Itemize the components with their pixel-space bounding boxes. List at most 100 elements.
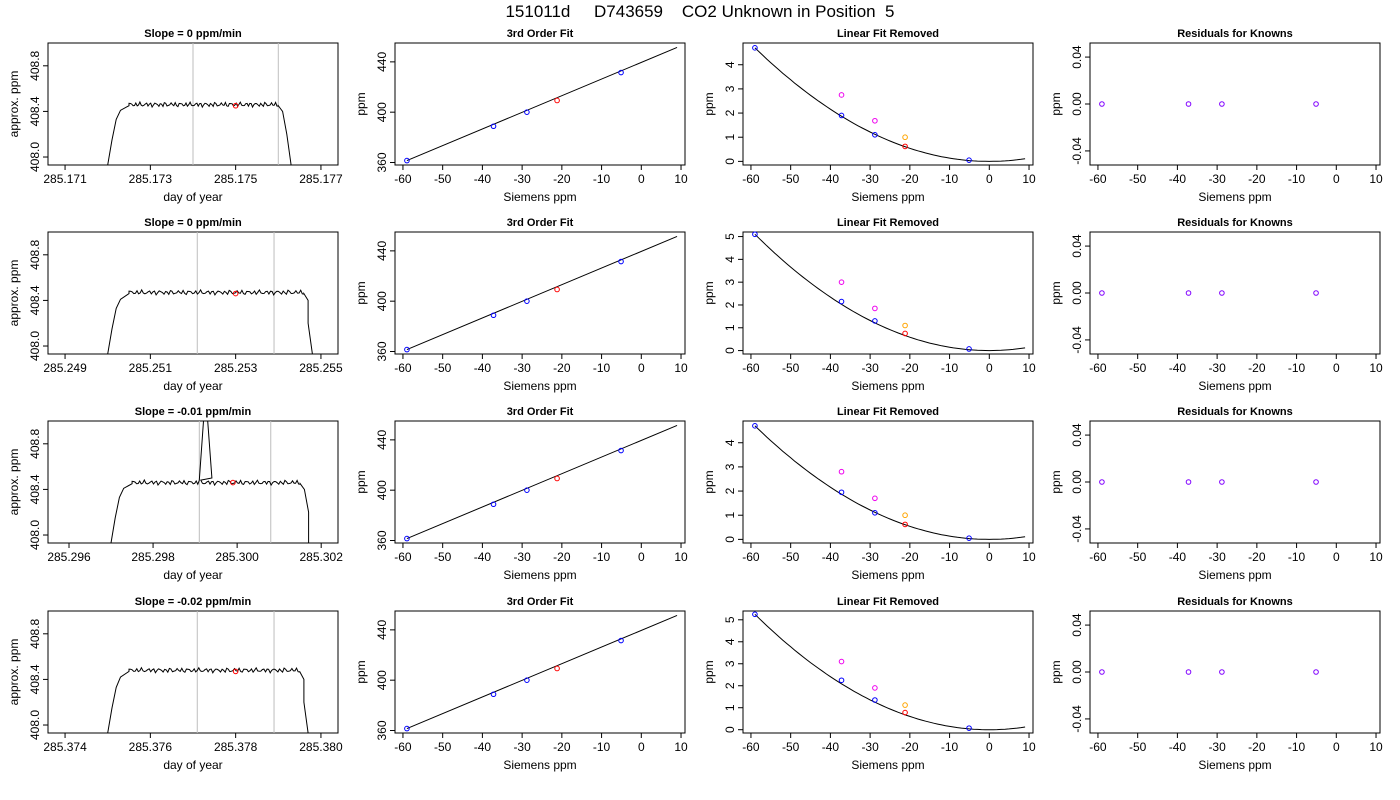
- row4-panel3-orange-point: [902, 702, 908, 708]
- row4-panel1-trace-line: [107, 666, 309, 733]
- row2-panel3-fit-curve: [754, 233, 1026, 352]
- row3-panel4-xtick-label: -60: [1089, 550, 1107, 564]
- row4-panel3-known-point: [872, 697, 878, 703]
- row4-panel3-frame: [742, 610, 1034, 734]
- row4-panel1-xtick-label: 285.374: [43, 740, 87, 754]
- row4-panel2-xtick-label: -50: [434, 740, 452, 754]
- row3-panel2-xtick-label: 0: [638, 550, 645, 564]
- row3-panel4-xlabel: Siemens ppm: [1198, 568, 1271, 582]
- row2-panel2-ylabel: ppm: [354, 281, 368, 304]
- row3-panel1-trace-line: [110, 421, 310, 543]
- row3-panel2-ytick-label: 360: [375, 530, 389, 550]
- row3-panel3-xtick-label: -40: [822, 550, 840, 564]
- row3-panel1-xlabel: day of year: [163, 568, 222, 582]
- row4-panel4-xtick-label: -60: [1089, 740, 1107, 754]
- row4-panel2-xlabel: Siemens ppm: [503, 758, 576, 772]
- row4-panel2-xtick-label: -10: [593, 740, 611, 754]
- row4-panel1-xtick-label: 285.378: [214, 740, 258, 754]
- row1-panel1-title: Slope = 0 ppm/min: [144, 28, 242, 40]
- row2-panel3-xlabel: Siemens ppm: [851, 379, 924, 393]
- row2-panel4-xtick-label: -40: [1169, 361, 1187, 375]
- row2-panel2-xtick-label: -60: [394, 361, 412, 375]
- row1-panel3-known-point: [966, 157, 972, 163]
- row4-panel4-xtick-label: -10: [1288, 740, 1306, 754]
- row2-panel2-ytick-label: 440: [375, 241, 389, 261]
- row4-panel4-ytick-label: -0.04: [1070, 705, 1084, 733]
- row2-panel3-known-point: [966, 346, 972, 352]
- row3-panel2-known-point: [404, 535, 410, 542]
- row2-panel2-fit-line: [406, 235, 678, 351]
- row3-panel4-ytick-label: -0.04: [1070, 515, 1084, 543]
- row4-panel3-ytick-label: 2: [723, 682, 737, 689]
- row3-panel2-ytick-label: 400: [375, 480, 389, 500]
- row2-panel2-xtick-label: -20: [553, 361, 571, 375]
- page-title: 151011d D743659 CO2 Unknown in Position …: [505, 2, 895, 21]
- row4-panel3-ytick-label: 4: [723, 638, 737, 645]
- row3-panel2-known-point: [490, 501, 497, 508]
- row1-panel3-xtick-label: 10: [1022, 172, 1036, 186]
- row2-panel4-xtick-label: -10: [1288, 361, 1306, 375]
- row4-panel4-ylabel: ppm: [1049, 660, 1063, 683]
- row2-panel3-ytick-label: 2: [723, 301, 737, 308]
- row3-panel1-ylabel: approx. ppm: [7, 449, 21, 516]
- row4-panel3-xtick-label: -40: [822, 740, 840, 754]
- row3-panel2-ylabel: ppm: [354, 470, 368, 493]
- row3-panel4-residual-point: [1099, 479, 1105, 485]
- row1-panel4-xtick-label: 10: [1369, 172, 1383, 186]
- row3-panel4-ytick-label: 0.00: [1070, 470, 1084, 494]
- row2-panel3-known-point: [872, 318, 878, 324]
- row1-panel3-xtick-label: -40: [822, 172, 840, 186]
- row3-panel1-plot-area: [110, 421, 310, 543]
- row1-panel3-xlabel: Siemens ppm: [851, 190, 924, 204]
- row4-panel4-residual-point: [1099, 669, 1105, 675]
- row2-panel2-xtick-label: 0: [638, 361, 645, 375]
- row4-panel4-ytick-label: 0.04: [1070, 613, 1084, 637]
- row3-panel2-xtick-label: -40: [474, 550, 492, 564]
- row2-panel1-xtick-label: 285.249: [43, 361, 87, 375]
- row1-panel3-magenta-point: [838, 92, 845, 98]
- row3-panel3-xtick-label: 0: [986, 550, 993, 564]
- row1-panel4-xtick-label: -10: [1288, 172, 1306, 186]
- row1-panel2-xlabel: Siemens ppm: [503, 190, 576, 204]
- row1-panel3-unknown-point: [902, 143, 908, 150]
- row4-panel1-plot-area: [107, 611, 309, 733]
- row3-panel3-xtick-label: -30: [861, 550, 879, 564]
- row2-panel2-xlabel: Siemens ppm: [503, 379, 576, 393]
- row4-panel4-title: Residuals for Knowns: [1177, 596, 1293, 608]
- row3-panel3-frame: [742, 420, 1034, 544]
- row1-panel4-title: Residuals for Knowns: [1177, 28, 1293, 40]
- row1-panel1-xlabel: day of year: [163, 190, 222, 204]
- row3-panel3-known-point: [838, 489, 845, 496]
- row1-panel4-xtick-label: -30: [1208, 172, 1226, 186]
- row4-panel3-magenta-point: [838, 658, 845, 665]
- row4-panel2-ytick-label: 440: [375, 620, 389, 640]
- row4-panel2-xtick-label: -40: [474, 740, 492, 754]
- row4-panel4-xtick-label: -40: [1169, 740, 1187, 754]
- row4-panel1-xlabel: day of year: [163, 758, 222, 772]
- row4-panel3-xlabel: Siemens ppm: [851, 758, 924, 772]
- row1-panel1-trace-line: [107, 100, 292, 165]
- row3-panel1-xtick-label: 285.296: [47, 550, 91, 564]
- row2-panel1-unknown-marker: [232, 290, 239, 297]
- row1-panel2-xtick-label: -60: [394, 172, 412, 186]
- row4-panel1-xtick-label: 285.376: [129, 740, 173, 754]
- row2-panel4-ylabel: ppm: [1049, 281, 1063, 304]
- row2-panel1-xtick-label: 285.251: [129, 361, 173, 375]
- row2-panel3-ytick-label: 4: [723, 256, 737, 263]
- row4-panel4-residual-point: [1313, 669, 1319, 675]
- row1-panel3-orange-point: [902, 134, 908, 141]
- row2-panel4-xtick-label: -60: [1089, 361, 1107, 375]
- row3-panel1-ytick-label: 408.8: [28, 428, 42, 458]
- row2-panel3-xtick-label: -30: [861, 361, 879, 375]
- row2-panel2-xtick-label: -10: [593, 361, 611, 375]
- row1-panel2-known-point: [524, 109, 530, 115]
- row4-panel2-fit-line: [406, 614, 678, 730]
- row1-panel2-xtick-label: 10: [674, 172, 688, 186]
- row3-panel3-xlabel: Siemens ppm: [851, 568, 924, 582]
- row2-panel3-frame: [742, 231, 1034, 355]
- row1-panel2-title: 3rd Order Fit: [507, 28, 574, 40]
- row1-panel3-known-point: [752, 45, 758, 51]
- row3-panel2-ytick-label: 440: [375, 430, 389, 450]
- row1-panel4-ytick-label: 0.00: [1070, 92, 1084, 116]
- row2-panel4-residual-point: [1313, 290, 1319, 296]
